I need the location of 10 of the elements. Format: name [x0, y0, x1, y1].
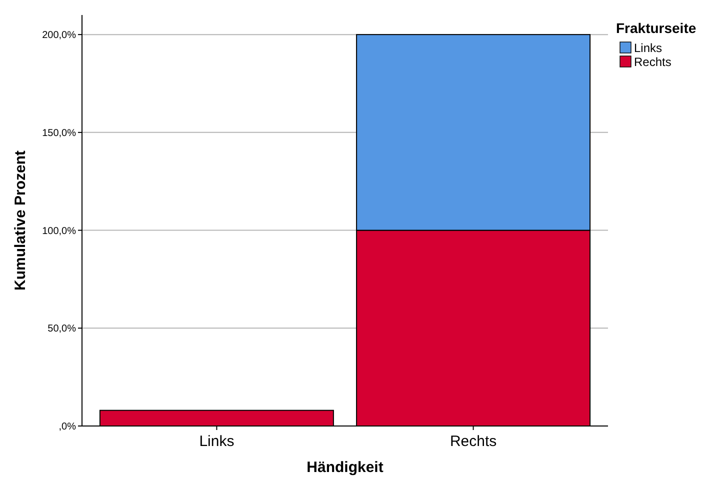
y-tick-label: 200,0%: [42, 30, 76, 42]
y-tick-label: ,0%: [58, 422, 76, 432]
y-tick-label: 100,0%: [42, 226, 76, 237]
legend-title: Frakturseite: [616, 20, 696, 36]
y-axis-title: Kumulative Prozent: [12, 150, 29, 291]
y-tick-label: 50,0%: [48, 324, 76, 335]
legend-label: Links: [634, 41, 662, 55]
y-tick-label: 150,0%: [42, 128, 76, 139]
legend-label: Rechts: [634, 55, 672, 69]
x-axis-title: Händigkeit: [306, 459, 384, 476]
